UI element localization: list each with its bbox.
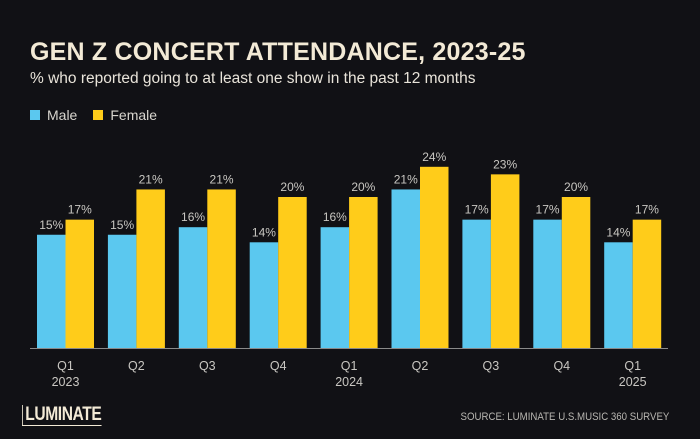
bar-male-8: [604, 242, 633, 348]
x-tick-label-year-4: 2024: [335, 375, 363, 389]
bar-female-1: [136, 189, 165, 348]
x-tick-label-quarter-4: Q1: [341, 359, 358, 373]
data-label-male-8: 14%: [606, 225, 630, 239]
data-label-male-5: 21%: [394, 172, 418, 186]
bar-female-5: [420, 166, 449, 348]
chart-subtitle: % who reported going to at least one sho…: [30, 70, 476, 87]
legend-label-male: Male: [47, 107, 78, 123]
bar-female-6: [490, 174, 520, 348]
x-tick-label-quarter-7: Q4: [553, 359, 570, 373]
data-label-female-2: 21%: [210, 172, 234, 186]
data-label-male-3: 14%: [252, 225, 276, 239]
bar-male-0: [37, 234, 66, 348]
data-label-male-1: 15%: [110, 218, 134, 232]
legend-item-male: Male: [30, 107, 77, 123]
bar-female-7: [561, 197, 591, 348]
bar-male-4: [320, 227, 350, 348]
luminate-logo: LUMINATE: [22, 405, 102, 426]
chart-legend: Male Female: [30, 107, 173, 123]
x-tick-label-quarter-0: Q1: [57, 359, 74, 373]
bar-male-1: [107, 234, 137, 348]
bar-female-3: [278, 197, 307, 348]
bar-female-4: [349, 197, 378, 348]
data-label-female-8: 17%: [635, 203, 659, 217]
data-label-female-4: 20%: [351, 180, 375, 194]
bar-male-7: [533, 219, 562, 348]
legend-item-female: Female: [93, 107, 157, 123]
bar-female-8: [632, 219, 662, 348]
x-tick-label-year-0: 2023: [52, 375, 80, 389]
bar-male-2: [178, 227, 208, 348]
data-label-male-7: 17%: [536, 203, 560, 217]
data-label-male-6: 17%: [465, 203, 489, 217]
x-tick-label-quarter-5: Q2: [412, 359, 429, 373]
bar-male-6: [462, 219, 491, 348]
x-tick-label-quarter-6: Q3: [483, 359, 500, 373]
data-label-female-3: 20%: [280, 180, 304, 194]
data-label-female-1: 21%: [139, 172, 163, 186]
x-tick-label-quarter-2: Q3: [199, 359, 216, 373]
data-label-male-0: 15%: [39, 218, 63, 232]
data-label-male-4: 16%: [323, 210, 347, 224]
legend-swatch-female: [93, 110, 104, 120]
x-tick-label-quarter-1: Q2: [128, 359, 145, 373]
x-tick-label-quarter-3: Q4: [270, 359, 287, 373]
data-label-female-6: 23%: [493, 157, 517, 171]
legend-swatch-male: [30, 110, 40, 120]
bar-female-0: [65, 219, 94, 348]
legend-label-female: Female: [110, 107, 158, 123]
data-label-female-5: 24%: [422, 150, 446, 164]
bar-male-5: [391, 189, 420, 348]
data-label-female-7: 20%: [564, 180, 588, 194]
x-tick-label-quarter-8: Q1: [624, 359, 641, 373]
x-tick-label-year-8: 2025: [619, 375, 647, 389]
bar-female-2: [207, 189, 236, 348]
chart-title: GEN Z CONCERT ATTENDANCE, 2023-25: [30, 38, 526, 66]
data-label-male-2: 16%: [181, 210, 205, 224]
bar-male-3: [249, 242, 279, 348]
source-note: SOURCE: LUMINATE U.S.MUSIC 360 SURVEY: [460, 411, 669, 423]
data-label-female-0: 17%: [68, 203, 92, 217]
